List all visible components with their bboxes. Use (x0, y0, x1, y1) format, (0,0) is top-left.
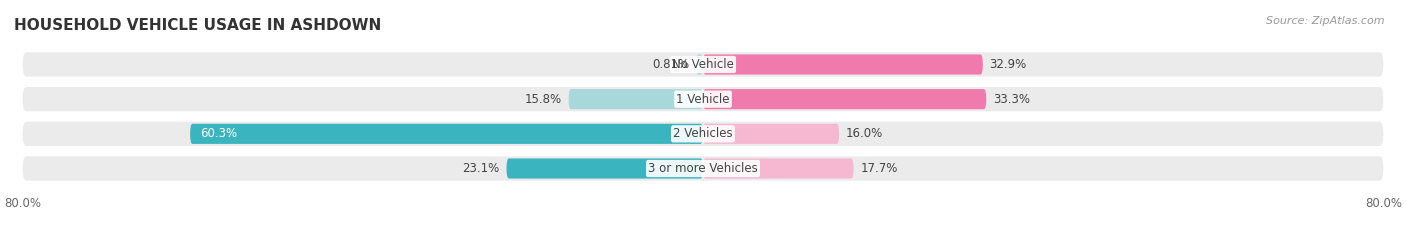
Text: 17.7%: 17.7% (860, 162, 897, 175)
FancyBboxPatch shape (568, 89, 703, 109)
Text: 15.8%: 15.8% (524, 93, 562, 106)
Text: 3 or more Vehicles: 3 or more Vehicles (648, 162, 758, 175)
FancyBboxPatch shape (22, 87, 1384, 111)
FancyBboxPatch shape (190, 124, 703, 144)
Text: 33.3%: 33.3% (993, 93, 1031, 106)
FancyBboxPatch shape (696, 55, 703, 75)
Text: 23.1%: 23.1% (463, 162, 499, 175)
Text: No Vehicle: No Vehicle (672, 58, 734, 71)
FancyBboxPatch shape (22, 122, 1384, 146)
FancyBboxPatch shape (22, 52, 1384, 77)
Text: 60.3%: 60.3% (200, 127, 238, 140)
FancyBboxPatch shape (703, 158, 853, 178)
FancyBboxPatch shape (703, 55, 983, 75)
Text: 16.0%: 16.0% (846, 127, 883, 140)
Text: Source: ZipAtlas.com: Source: ZipAtlas.com (1267, 16, 1385, 26)
Text: HOUSEHOLD VEHICLE USAGE IN ASHDOWN: HOUSEHOLD VEHICLE USAGE IN ASHDOWN (14, 18, 381, 33)
FancyBboxPatch shape (703, 124, 839, 144)
FancyBboxPatch shape (506, 158, 703, 178)
Text: 32.9%: 32.9% (990, 58, 1026, 71)
FancyBboxPatch shape (22, 156, 1384, 181)
FancyBboxPatch shape (703, 89, 986, 109)
Text: 2 Vehicles: 2 Vehicles (673, 127, 733, 140)
Text: 0.81%: 0.81% (652, 58, 689, 71)
Text: 1 Vehicle: 1 Vehicle (676, 93, 730, 106)
